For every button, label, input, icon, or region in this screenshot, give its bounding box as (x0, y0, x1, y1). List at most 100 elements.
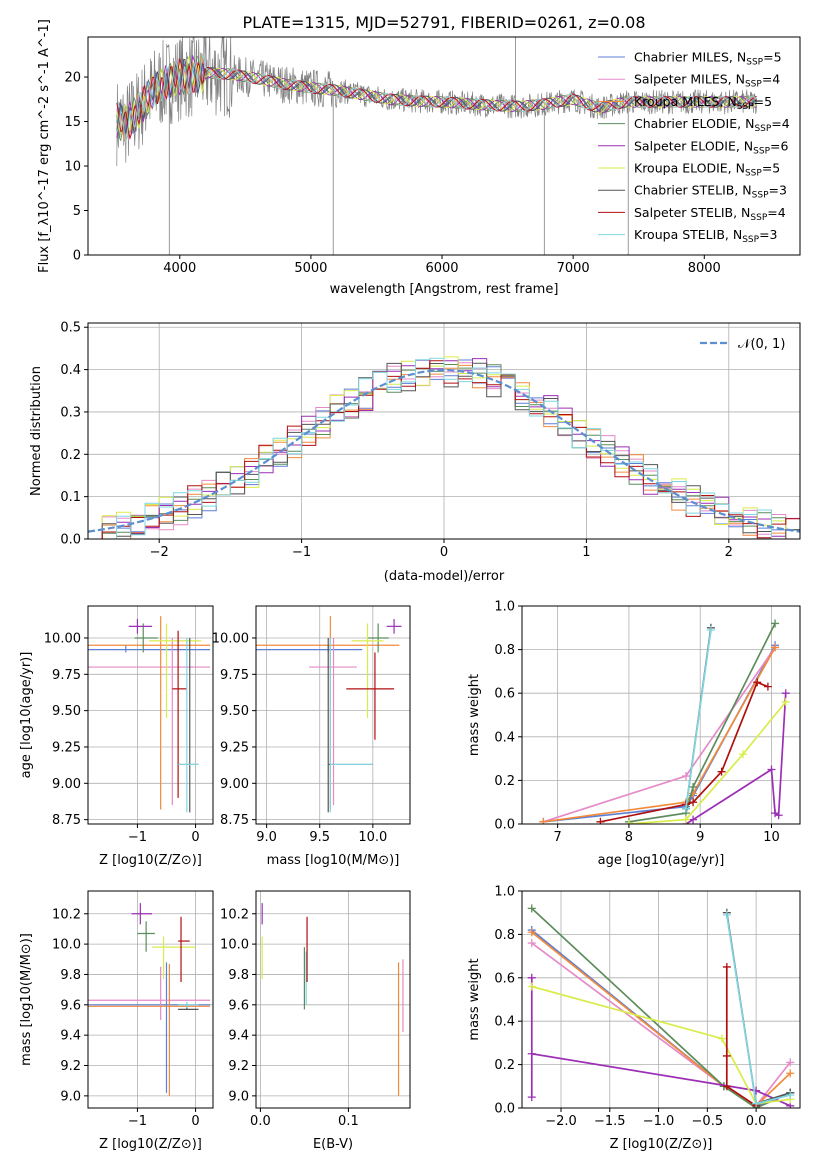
point-salpeter-miles (88, 637, 211, 806)
axes-weight-vs-age: 7 8 9 10 0.0 0.2 0.4 0.6 0.8 1.0 age [log10(age/yr… (467, 600, 801, 868)
y-tick-label: 9.4 (60, 1029, 81, 1044)
point-kroupa-elodie (149, 623, 202, 718)
x-tick-label: −0.5 (692, 1114, 724, 1129)
axes-frame (87, 36, 801, 256)
legend-subscript: SSP (742, 235, 759, 245)
series-marker (752, 1099, 761, 1108)
axes-spectrum: 4000 5000 6000 7000 8000 0 5 10 15 20 wavelength [… (37, 19, 801, 297)
series-marker (527, 982, 536, 991)
series-chabrier-elodie (527, 904, 795, 1108)
point-salpeter-miles (309, 637, 357, 806)
y-tick-label: 1.0 (494, 885, 515, 900)
y-tick-label: 0.2 (494, 774, 515, 789)
series-marker (786, 1058, 795, 1067)
series-marker (781, 697, 790, 706)
x-tick-label: 10 (763, 830, 780, 845)
legend-subscript: SSP (754, 124, 771, 134)
series-line (531, 931, 791, 1107)
x-axis-label: Z [log10(Z/Z⊙)] (610, 1137, 713, 1152)
y-tick-label: 0.4 (494, 1015, 515, 1030)
legend-subscript: SSP (746, 58, 763, 68)
x-tick-label: 4000 (163, 261, 196, 276)
series-marker (774, 811, 783, 820)
series-marker (527, 973, 536, 982)
legend-nssp: =3 (769, 183, 787, 198)
y-tick-label: 8.75 (220, 813, 249, 828)
series-chabrier-miles (539, 641, 780, 824)
series-kroupa-miles (527, 928, 795, 1108)
y-tick-label: 9.25 (220, 740, 249, 755)
series-salpeter-stelib (722, 962, 761, 1108)
legend-nssp: =4 (771, 116, 789, 131)
series-marker (527, 1093, 536, 1102)
x-tick-label: −1 (128, 1114, 147, 1129)
series-salpeter-elodie (527, 973, 795, 1108)
point-chabrier-miles (256, 645, 363, 653)
legend-label-chabrier-miles: Chabrier MILES, NSSP=5 (634, 50, 782, 68)
plot-area-weight-vs-z (522, 891, 800, 1108)
axes-frame (255, 605, 411, 825)
axes-mass-vs-z: −1 0 9.0 9.2 9.4 9.6 9.8 10.0 10.2 Z [log10(Z/Z⊙)… (19, 890, 214, 1152)
model-spectrum-chabrier-elodie (116, 55, 758, 142)
y-tick-label: 0.8 (494, 928, 515, 943)
x-tick-label: −2 (150, 545, 169, 560)
y-axis-label: Flux [f_λ10^-17 erg cm^-2 s^-1 A^-1] (37, 19, 52, 273)
y-tick-label: 9.25 (52, 740, 81, 755)
x-tick-label: 1 (582, 545, 590, 560)
y-tick-label: 1.0 (494, 600, 515, 615)
axes-age-vs-z: −1 0 8.75 9.00 9.25 9.50 9.75 10.00 Z [log10(Z/Z… (19, 605, 214, 868)
point-kroupa-stelib (329, 637, 373, 813)
y-axis-label: mass weight (467, 958, 482, 1040)
series-marker (681, 772, 690, 781)
model-spectrum-chabrier-miles (116, 58, 757, 135)
series-marker (527, 928, 536, 937)
normal-distribution-curve (88, 368, 800, 533)
legend-label-normal: 𝒩(0, 1) (738, 337, 785, 352)
y-tick-label: 9.8 (60, 968, 81, 983)
y-tick-label: 10 (64, 160, 81, 175)
model-spectrum-salpeter-elodie (116, 54, 757, 139)
series-line (685, 693, 787, 824)
legend-label-chabrier-stelib: Chabrier STELIB, NSSP=3 (634, 183, 787, 201)
series-kroupa-elodie (624, 697, 790, 824)
plot-area-mass-vs-z (88, 891, 213, 1108)
point-salpeter-miles (88, 966, 211, 1020)
axes-frame (255, 890, 411, 1109)
axes-residuals: −2 −1 0 1 2 0.0 0.1 0.2 0.3 0.4 0.5 (data-model)/er… (29, 321, 801, 584)
x-tick-label: −1 (292, 545, 311, 560)
y-tick-label: 10.2 (52, 907, 81, 922)
axes-frame (87, 605, 214, 825)
figure-title: PLATE=1315, MJD=52791, FIBERID=0261, z=0… (242, 13, 645, 32)
series-marker (738, 750, 747, 759)
y-axis-label: age [log10(age/yr)] (19, 652, 34, 779)
x-tick-label: −1 (128, 830, 147, 845)
x-tick-label: 5000 (294, 261, 327, 276)
series-kroupa-stelib (681, 625, 715, 813)
y-tick-label: 0.5 (60, 321, 81, 336)
series-marker (717, 1034, 726, 1043)
x-tick-label: 6000 (425, 261, 458, 276)
y-tick-label: 9.00 (52, 777, 81, 792)
model-spectrum-kroupa-miles (116, 53, 758, 142)
point-chabrier-elodie (367, 623, 389, 653)
series-line (531, 985, 791, 1105)
series-marker (781, 689, 790, 698)
series-marker (681, 804, 690, 813)
series-chabrier-miles (527, 926, 795, 1108)
model-spectrum-salpeter-stelib (116, 57, 757, 141)
series-kroupa-elodie (527, 982, 795, 1108)
point-kroupa-elodie (151, 936, 196, 980)
y-tick-label: 0.0 (494, 1102, 515, 1117)
spectrum-legend: Chabrier MILES, NSSP=5 Salpeter MILES, NS… (598, 50, 790, 245)
series-chabrier-elodie (624, 619, 780, 824)
series-line (531, 929, 791, 1107)
y-tick-label: 0.2 (494, 1058, 515, 1073)
y-tick-label: 10.0 (220, 938, 249, 953)
x-tick-label: 8 (625, 830, 633, 845)
series-salpeter-stelib (596, 678, 772, 824)
plot-area-spectrum (116, 37, 758, 255)
series-line (725, 967, 757, 1107)
point-chabrier-miles (88, 645, 211, 653)
series-line (685, 629, 712, 809)
legend-nssp: =5 (763, 50, 781, 65)
